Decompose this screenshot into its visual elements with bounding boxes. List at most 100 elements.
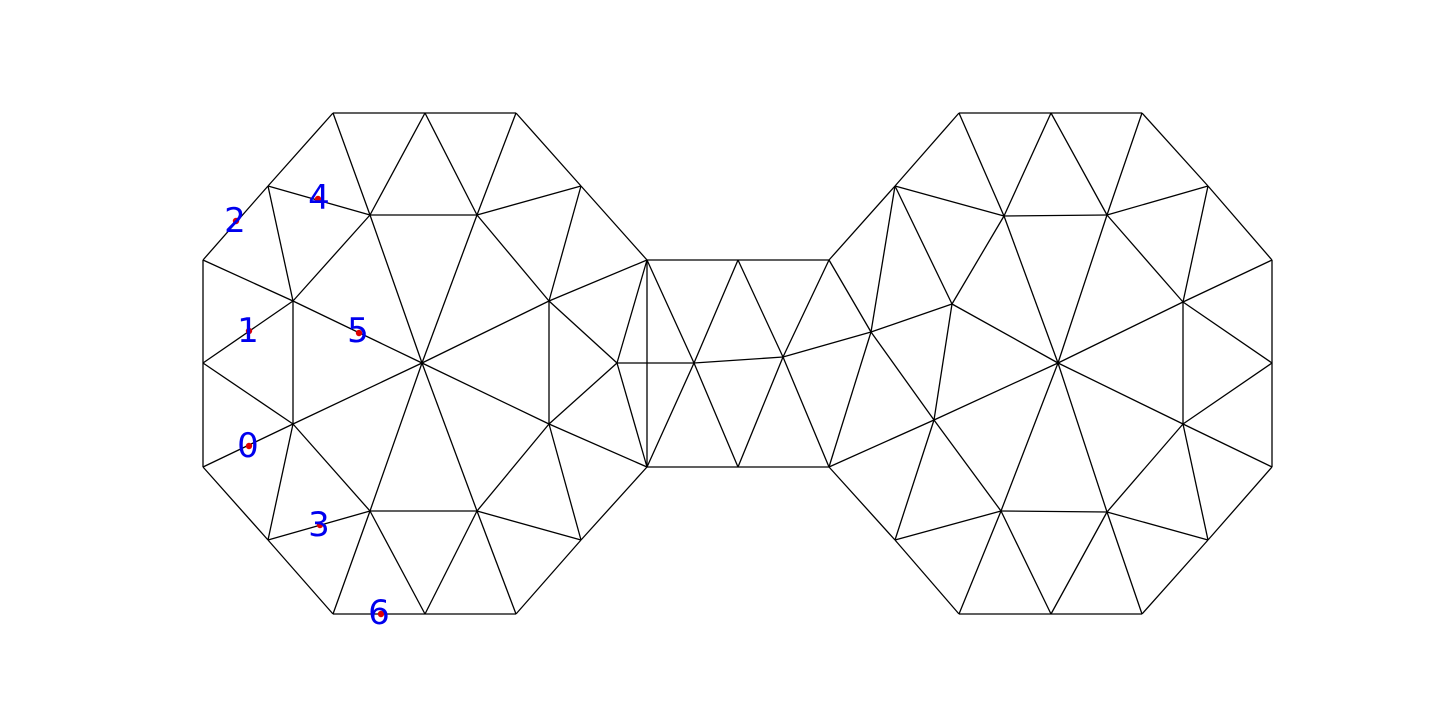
- mesh-edge: [646, 259, 695, 364]
- mesh-edge: [933, 303, 953, 421]
- point-label-0: 0: [237, 426, 259, 466]
- mesh-edge: [476, 423, 550, 512]
- mesh-edge: [515, 539, 582, 615]
- point-label-3: 3: [308, 505, 330, 545]
- mesh-edge: [1000, 510, 1108, 513]
- mesh-edge: [782, 259, 830, 358]
- mesh-edge: [1141, 112, 1209, 187]
- point-marker-4: [314, 195, 322, 203]
- mesh-edge: [1106, 185, 1209, 216]
- point-marker-6: [377, 610, 385, 618]
- mesh-edge: [421, 362, 478, 512]
- mesh-edge: [202, 466, 269, 541]
- mesh-edge: [1057, 301, 1184, 364]
- point-marker-3: [316, 521, 324, 529]
- mesh-edge: [693, 356, 784, 364]
- mesh-edge: [894, 419, 935, 541]
- mesh-edge: [476, 510, 582, 541]
- mesh-edge: [424, 112, 478, 216]
- mesh-edge: [894, 112, 960, 187]
- point-label-6: 6: [368, 593, 390, 633]
- mesh-edge: [782, 356, 830, 468]
- mesh-edge: [1003, 214, 1108, 217]
- mesh-edge: [1057, 362, 1184, 425]
- point-markers: [232, 195, 385, 618]
- mesh-edge: [421, 214, 478, 364]
- point-marker-2: [232, 217, 240, 225]
- mesh-edge: [476, 510, 517, 615]
- mesh-edge: [1000, 510, 1052, 615]
- mesh-edge: [1141, 539, 1209, 615]
- mesh-edge: [202, 259, 294, 302]
- mesh-edge: [828, 419, 935, 468]
- mesh-edge: [616, 259, 648, 364]
- point-marker-5: [355, 329, 363, 337]
- mesh-edge: [951, 303, 1059, 364]
- mesh-edge: [292, 214, 371, 302]
- mesh-edge: [1182, 362, 1273, 425]
- mesh-edge: [933, 362, 1059, 421]
- mesh-edge: [1182, 301, 1273, 364]
- point-marker-0: [245, 442, 253, 450]
- mesh-edge: [1182, 185, 1209, 303]
- mesh-edge: [369, 362, 423, 512]
- mesh-edge: [1000, 362, 1059, 512]
- mesh-edge: [1057, 362, 1108, 513]
- mesh-edge: [1106, 511, 1143, 615]
- mesh-edge: [292, 423, 371, 512]
- mesh-edge: [369, 214, 423, 364]
- mesh-edge: [737, 356, 784, 468]
- mesh-edge: [424, 510, 478, 615]
- mesh-edge: [1057, 214, 1108, 364]
- mesh-edge: [548, 259, 648, 302]
- mesh-edge: [1050, 511, 1108, 615]
- mesh-edge: [951, 215, 1005, 305]
- mesh-edge: [267, 112, 334, 187]
- mesh-edge: [693, 259, 739, 364]
- mesh-edge: [870, 331, 935, 421]
- mesh-edge: [476, 112, 517, 216]
- mesh-edge: [1106, 511, 1209, 541]
- mesh-edge: [202, 362, 294, 425]
- mesh-edges: [202, 112, 1273, 615]
- mesh-edge: [646, 362, 695, 468]
- mesh-edge: [616, 362, 648, 468]
- mesh-edge: [870, 185, 896, 333]
- mesh-edge: [1106, 214, 1184, 303]
- mesh-edge: [828, 259, 872, 333]
- point-label-5: 5: [347, 311, 369, 351]
- mesh-edge: [267, 423, 294, 541]
- mesh-edge: [828, 331, 872, 468]
- mesh-edge: [421, 362, 550, 425]
- mesh-edge: [1050, 112, 1108, 216]
- mesh-edge: [369, 112, 426, 216]
- mesh-edge: [828, 185, 896, 261]
- mesh-edge: [476, 214, 550, 302]
- mesh-edge: [332, 510, 371, 615]
- mesh-edge: [548, 185, 582, 302]
- point-label-4: 4: [308, 178, 330, 218]
- mesh-edge: [1207, 185, 1273, 261]
- mesh-edge: [332, 112, 371, 216]
- mesh-edge: [267, 539, 334, 615]
- mesh-edge: [782, 331, 872, 358]
- mesh-edge: [292, 362, 423, 425]
- mesh-edge: [894, 185, 1005, 217]
- mesh-edge: [421, 300, 550, 364]
- mesh-edge: [1182, 423, 1273, 468]
- mesh-edge: [580, 185, 648, 261]
- mesh-edge: [1207, 466, 1273, 541]
- mesh-edge: [548, 362, 618, 425]
- mesh-edge: [828, 466, 896, 541]
- mesh-edge: [894, 510, 1002, 541]
- point-label-1: 1: [237, 311, 259, 351]
- point-labels: 0 1 2 3 4 5 6: [224, 178, 390, 633]
- mesh-edge: [267, 185, 294, 302]
- mesh-edge: [1106, 423, 1184, 513]
- mesh-edge: [737, 259, 784, 358]
- mesh-edge: [870, 303, 953, 333]
- mesh-edge: [369, 510, 426, 615]
- mesh-edge: [933, 419, 1002, 512]
- mesh-edge: [548, 423, 582, 541]
